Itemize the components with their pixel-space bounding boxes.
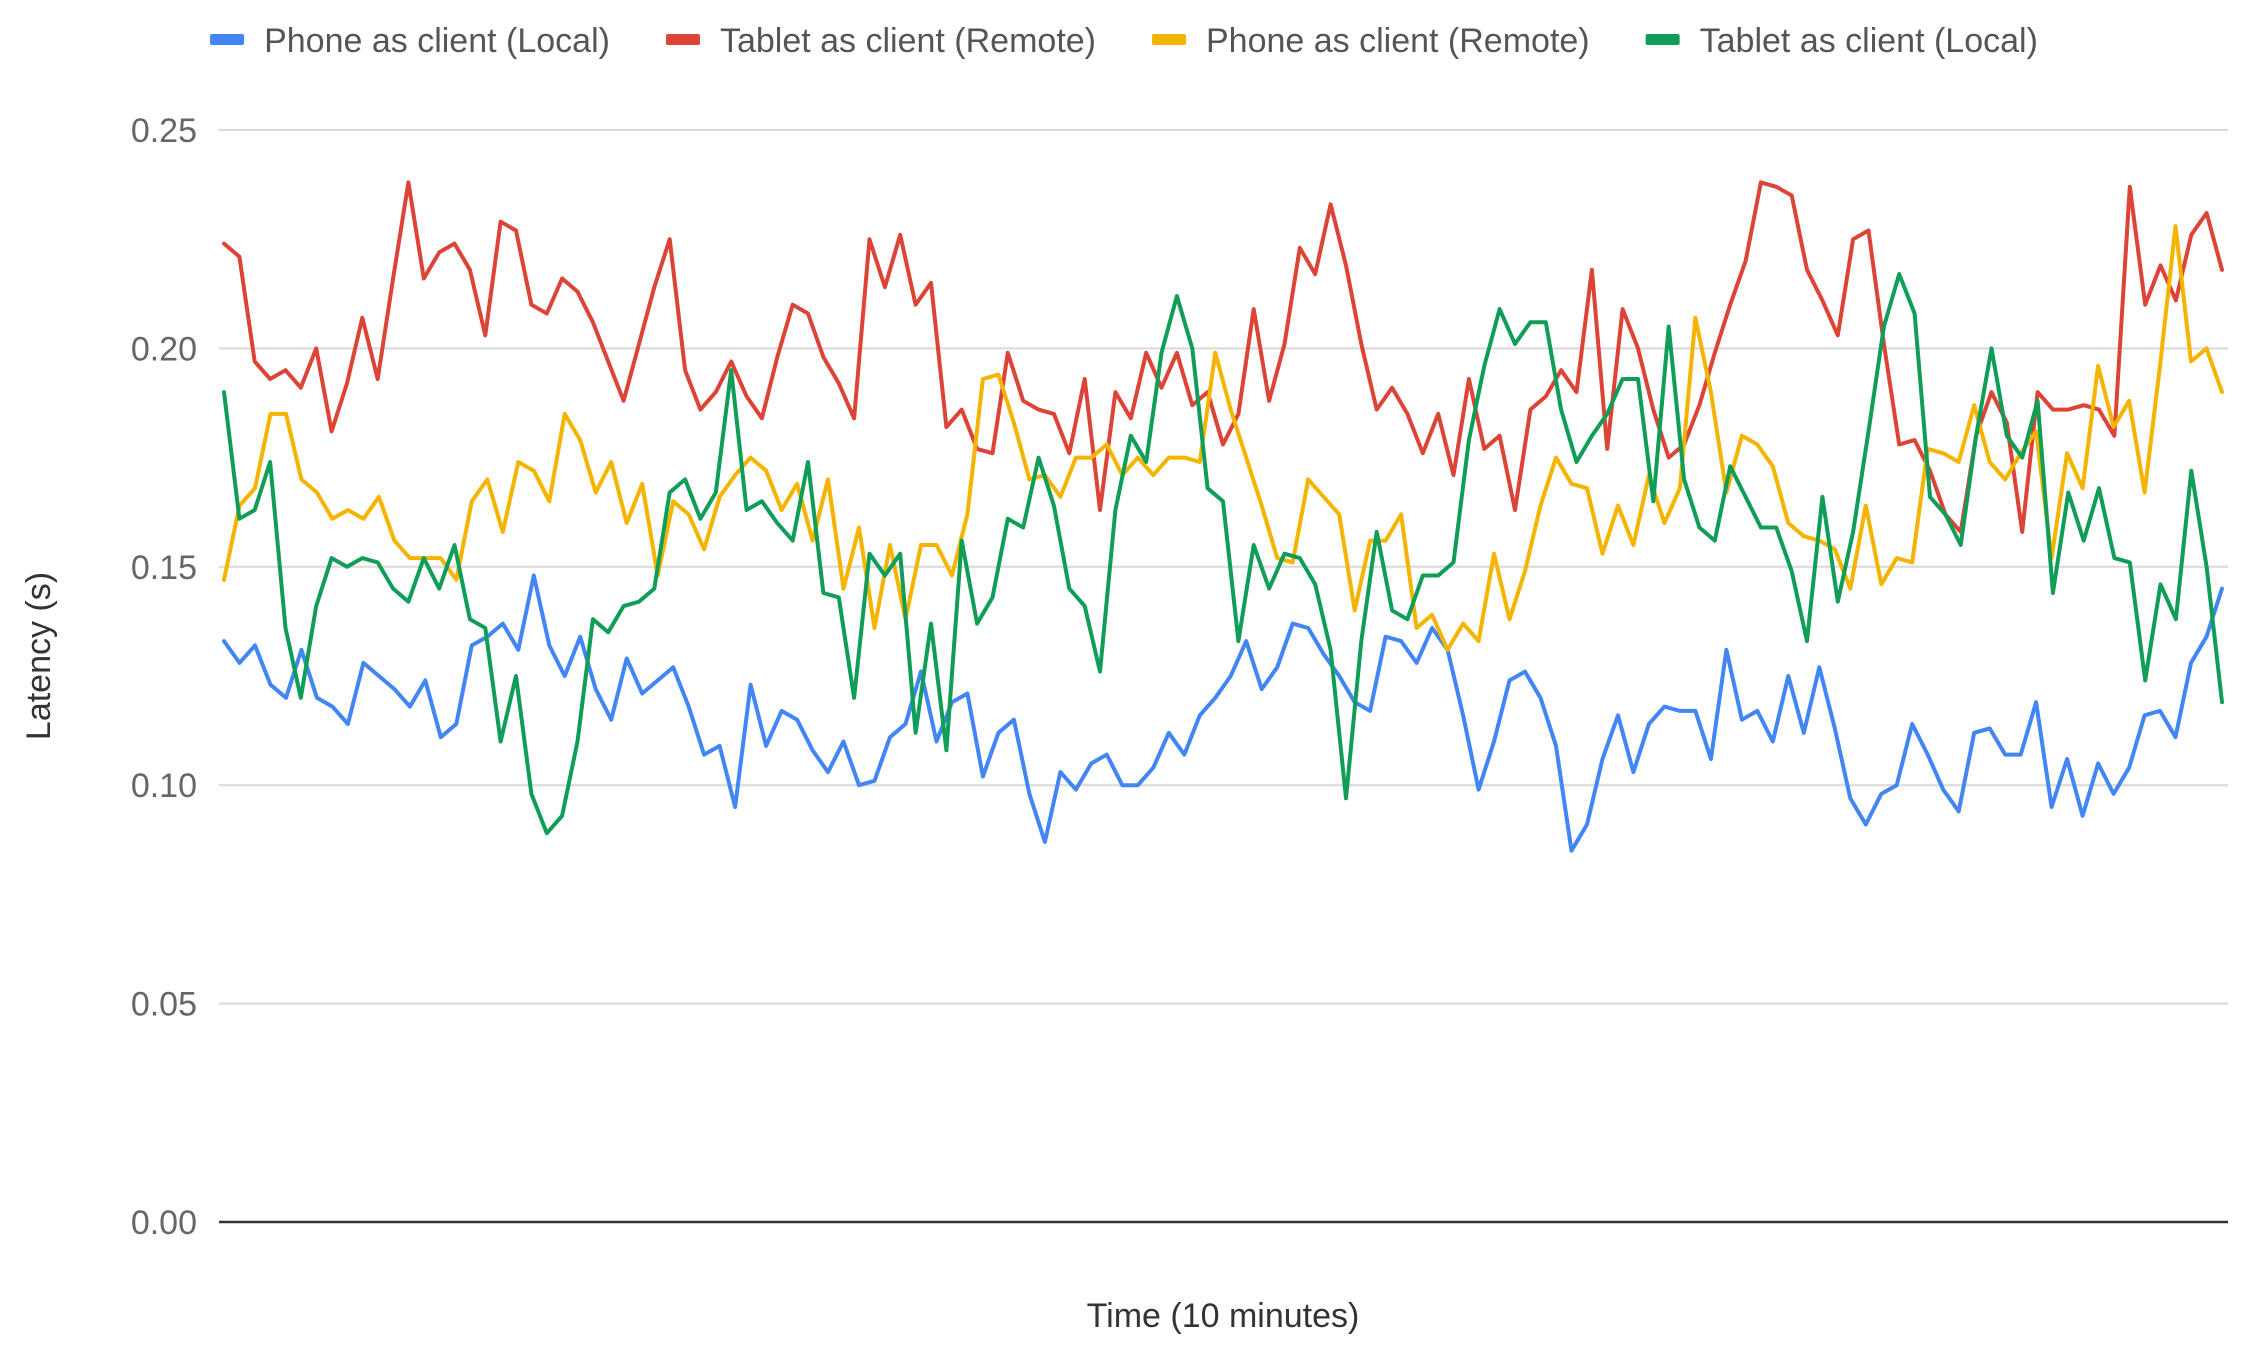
legend-item[interactable]: Tablet as client (Local) [1645,22,2038,60]
y-axis-ticks: 0.00 0.05 0.10 0.15 0.20 0.25 [131,112,197,1242]
legend-swatch [210,34,245,45]
y-tick-label: 0.10 [131,767,197,805]
y-tick-label: 0.20 [131,330,197,368]
x-axis-title: Time (10 minutes) [1087,1297,1360,1335]
legend-swatch [1645,34,1680,45]
legend-item[interactable]: Phone as client (Remote) [1152,22,1590,60]
legend-label: Tablet as client (Local) [1700,22,2038,60]
legend-item[interactable]: Phone as client (Local) [210,22,610,60]
series-line-phone-as-client-remote [222,224,2224,652]
y-tick-label: 0.00 [131,1204,197,1242]
series-line-tablet-as-client-local [222,272,2224,836]
series-line-tablet-as-client-remote [222,180,2224,534]
y-tick-label: 0.05 [131,986,197,1024]
y-tick-label: 0.25 [131,112,197,150]
series-layer [222,180,2224,853]
series-line-phone-as-client-local [222,573,2224,853]
legend: Phone as client (Local) Tablet as client … [210,22,2038,60]
legend-item[interactable]: Tablet as client (Remote) [665,22,1096,60]
legend-swatch [665,34,700,45]
legend-label: Phone as client (Local) [264,22,610,60]
legend-swatch [1152,34,1186,45]
y-axis-title: Latency (s) [20,572,58,740]
legend-label: Phone as client (Remote) [1206,22,1590,60]
legend-label: Tablet as client (Remote) [720,22,1096,60]
y-tick-label: 0.15 [131,549,197,587]
